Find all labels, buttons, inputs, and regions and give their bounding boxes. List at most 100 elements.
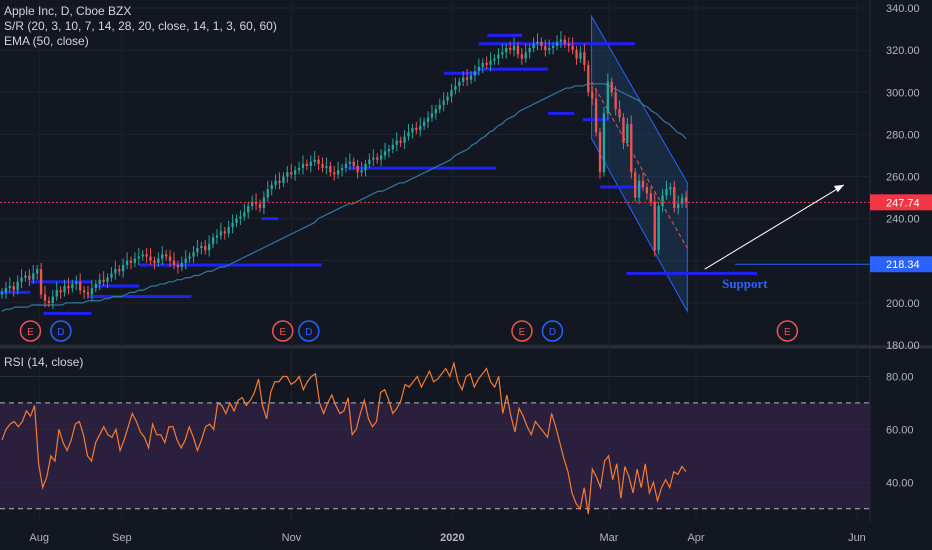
candle-body [286,172,289,177]
event-marker-label: E [27,327,34,338]
candle-body [192,252,195,257]
candle-body [477,66,481,72]
candle-body [239,216,242,219]
x-tick-label: Jun [848,532,866,544]
candle-body [618,109,621,118]
candle-body [505,48,508,53]
candle-body [32,273,35,280]
candle-body [227,227,230,234]
legend-rsi: RSI (14, close) [4,355,83,370]
x-tick-label: Sep [112,532,132,544]
candle-body [102,279,105,282]
candle-body [204,246,207,251]
candle-body [516,45,520,55]
candle-body [450,90,453,97]
candle-body [415,128,418,131]
candle-body [200,246,203,249]
candle-body [645,187,649,194]
candle-body [305,163,309,166]
candle-body [75,281,78,284]
candle-body [419,125,422,131]
rsi-tick-label: 60.00 [886,424,914,436]
candle-body [348,161,352,164]
candle-body [512,45,516,51]
candle-body [137,256,140,259]
candle-body [454,85,457,91]
candle-body [540,41,543,46]
candle-body [352,161,355,166]
candle-body [309,161,312,166]
candle-body [290,172,293,175]
candle-body [340,168,344,171]
candle-body [145,254,148,257]
candle-body [149,256,152,261]
candle-body [321,163,324,169]
candle-body [407,132,410,137]
candle-body [587,64,590,93]
candle-body [98,279,101,284]
candle-body [559,39,563,42]
event-marker-label: D [305,327,312,338]
candle-body [266,189,269,198]
candle-body [364,163,367,171]
candle-body [55,290,58,297]
candle-body [567,43,570,46]
candle-body [462,77,465,82]
candle-body [434,109,438,114]
candle-body [219,231,223,236]
candle-body [536,41,539,44]
y-tick-label: 320.00 [886,45,920,57]
candle-body [528,48,531,53]
event-marker-label: D [57,327,64,338]
main-pane [0,0,870,345]
sr-indicator-label[interactable]: S/R (20, 3, 10, 7, 14, 28, 20, close, 14… [4,19,277,33]
support-annotation: Support [722,276,768,291]
ema-indicator-label[interactable]: EMA (50, close) [4,34,89,48]
candle-body [403,136,406,143]
candle-body [67,286,70,289]
candle-body [125,260,129,265]
candle-body [86,292,90,295]
candle-body [551,45,555,49]
candle-body [665,189,668,196]
event-marker [511,320,533,342]
candle-body [12,286,15,291]
candle-body [356,165,359,173]
candle-body [274,180,277,185]
candle-body [118,269,121,272]
candle-body [180,262,183,268]
candle-body [317,159,320,164]
candle-body [157,258,160,263]
candle-body [168,256,172,261]
candle-body [677,203,680,209]
candle-body [94,283,97,289]
candle-body [313,159,316,162]
candle-body [606,81,609,114]
candle-body [469,75,473,80]
candle-body [489,60,492,65]
projection-arrowhead [833,184,844,193]
candle-body [637,180,641,198]
candle-body [59,290,62,293]
candle-body [614,92,617,110]
candle-body [673,187,676,209]
candle-body [579,52,582,59]
candle-body [51,296,54,303]
candle-body [153,260,156,263]
candle-body [438,104,441,110]
candle-body [372,157,375,160]
candle-body [47,300,51,303]
candle-body [129,260,133,263]
candle-body [20,277,23,282]
rsi-indicator-label[interactable]: RSI (14, close) [4,355,84,369]
candle-body [591,92,594,99]
legend-main: Apple Inc, D, Cboe BZX S/R (20, 3, 10, 7… [4,4,277,49]
candle-body [71,283,74,289]
rsi-line [1,360,687,515]
candle-body [422,121,426,126]
candle-body [426,117,430,122]
candle-body [16,281,19,291]
symbol-label[interactable]: Apple Inc, D, Cboe BZX [4,4,132,18]
y-tick-label: 340.00 [886,3,920,15]
